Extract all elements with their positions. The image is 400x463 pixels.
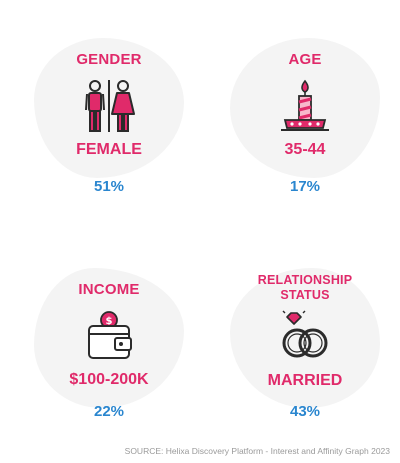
age-card: AGE 35-44 (230, 38, 380, 178)
relationship-label: RELATIONSHIP STATUS (258, 273, 353, 303)
restroom-icon (79, 76, 139, 136)
relationship-value: MARRIED (267, 372, 343, 389)
svg-text:$: $ (106, 316, 113, 327)
gender-value: FEMALE (76, 141, 142, 158)
wedding-rings-icon (275, 307, 335, 367)
gender-card: GENDER FEMALE (34, 38, 184, 178)
relationship-label-line2: STATUS (280, 288, 330, 302)
income-percent: 22% (93, 403, 125, 420)
income-card: INCOME $ $100-200K (34, 268, 184, 408)
age-percent: 17% (289, 178, 321, 195)
wallet-icon: $ (79, 306, 139, 366)
source-note: SOURCE: Helixa Discovery Platform - Inte… (124, 446, 390, 456)
birthday-candle-icon (275, 76, 335, 136)
age-value: 35-44 (284, 141, 326, 158)
relationship-label-line1: RELATIONSHIP (257, 273, 353, 287)
income-label: INCOME (78, 281, 140, 298)
gender-percent: 51% (93, 178, 125, 195)
gender-label: GENDER (76, 51, 142, 68)
income-value: $100-200K (69, 371, 149, 388)
relationship-percent: 43% (289, 403, 321, 420)
age-label: AGE (288, 51, 322, 68)
relationship-card: RELATIONSHIP STATUS MARRIED (230, 268, 380, 408)
